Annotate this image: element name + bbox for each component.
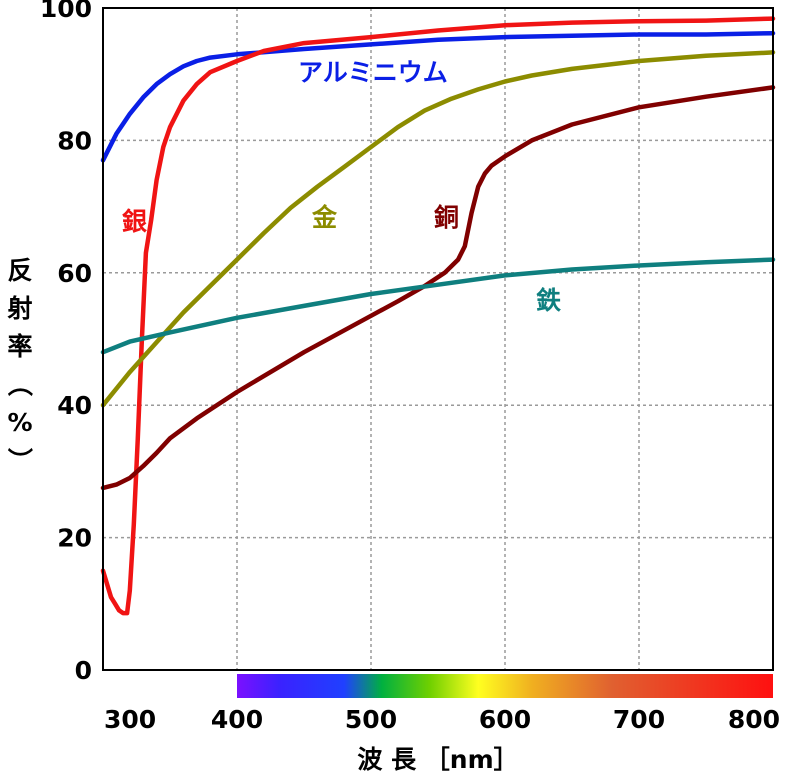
y-axis-title-char: （ [5, 371, 34, 396]
visible-spectrum-bar [237, 674, 773, 698]
y-tick-label: 20 [57, 524, 92, 553]
series-line-3 [100, 85, 776, 491]
y-axis-title-char: 率 [7, 332, 32, 361]
y-tick-label: 100 [40, 0, 92, 23]
series-label-2: 金 [311, 203, 338, 232]
y-axis-title-char: 射 [6, 294, 32, 323]
labels: 0 20 40 60 80 100 300 400 500 600 700 800 波 長 ［nm］ 反射… [5, 0, 780, 774]
y-axis-title-char: % [7, 408, 32, 437]
series-line-0 [100, 30, 776, 163]
series-label-0: アルミニウム [298, 58, 448, 87]
series-line-2 [100, 50, 776, 408]
y-axis-title-char: ） [5, 447, 34, 472]
x-tick-label: 600 [479, 705, 531, 734]
y-tick-label: 60 [57, 259, 92, 288]
x-tick-label: 800 [728, 705, 780, 734]
x-tick-label: 300 [104, 705, 156, 734]
y-tick-label: 80 [57, 126, 92, 155]
series-lines [100, 16, 776, 616]
axes-frame [102, 7, 774, 671]
series-label-3: 銅 [434, 203, 459, 232]
plot-frame [102, 7, 774, 698]
plot-area [103, 8, 773, 670]
x-tick-label: 400 [211, 705, 263, 734]
series-line-4 [100, 257, 776, 355]
series-label-1: 銀 [122, 207, 147, 236]
x-axis-title: 波 長 ［nm］ [357, 745, 518, 774]
y-tick-label: 40 [57, 391, 92, 420]
y-tick-label: 0 [75, 656, 92, 685]
x-tick-label: 500 [345, 705, 397, 734]
series-line-1 [100, 16, 776, 616]
grid-lines [103, 8, 773, 670]
series-label-4: 鉄 [536, 286, 561, 315]
y-axis-title-char: 反 [7, 256, 32, 285]
x-tick-label: 700 [613, 705, 665, 734]
